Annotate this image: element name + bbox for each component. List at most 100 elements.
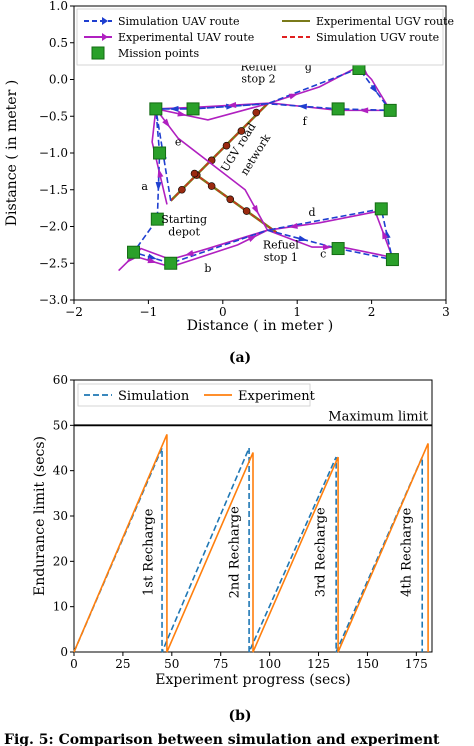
annotation-label: c [320, 247, 326, 260]
y-tick-label-a: −2.5 [39, 256, 68, 270]
x-tick-label-b: 125 [307, 657, 330, 671]
plot-b-ylabel: Endurance limit (secs) [32, 436, 48, 596]
mission-point [383, 103, 397, 117]
x-tick-label-a: 3 [442, 305, 450, 319]
experimental-uav-arrow [157, 168, 164, 178]
mission-point [374, 202, 388, 216]
annotation-label: depot [168, 225, 200, 238]
legend-a-label: Mission points [118, 47, 199, 60]
y-tick-label-b: 50 [53, 418, 68, 432]
mission-point [385, 253, 399, 267]
ugv-node [237, 127, 246, 135]
y-tick-label-b: 60 [53, 373, 68, 387]
y-tick-label-a: −3.0 [39, 293, 68, 307]
legend-a-arrow [102, 17, 108, 25]
experimental-uav-arrow [288, 93, 299, 100]
maximum-limit-label: Maximum limit [328, 409, 429, 424]
legend-a-swatch [91, 46, 105, 60]
mission-point [331, 102, 345, 116]
recharge-labels: 1st Recharge 2nd Recharge 3rd Recharge 4th … [141, 506, 414, 599]
annotation-label: Starting [161, 213, 207, 226]
mission-point [164, 256, 178, 270]
x-tick-label-b: 75 [213, 657, 228, 671]
legend-b-label: Experiment [238, 389, 316, 404]
panel-a-trajectory-plot: −2 −1 0 1 2 3 −3.0 −2.5 −2.0 −1.5 −1.0 −0.5 0.0 0.5 1.… [4, 0, 454, 334]
panel-a-label: (a) [229, 350, 251, 366]
y-tick-label-b: 10 [53, 600, 68, 614]
x-tick-label-b: 0 [70, 657, 78, 671]
endurance-series-layer: Maximum limit [73, 409, 432, 653]
experimental-uav-arrow [359, 107, 369, 114]
legend-a-arrow [102, 33, 108, 41]
simulation-uav-arrow [298, 235, 308, 242]
experimental-uav-arrow [227, 102, 237, 108]
ugv-node [242, 207, 251, 215]
x-tick-label-a: 2 [368, 305, 376, 319]
experimental-uav-arrow [322, 244, 332, 251]
legend-a-box [76, 8, 444, 66]
plot-a-xlabel: Distance ( in meter ) [187, 318, 333, 334]
experimental-uav-arrow [288, 222, 298, 229]
y-tick-label-b: 30 [53, 509, 68, 523]
simulation-uav-arrow [297, 103, 307, 110]
y-tick-label-a: 0.0 [49, 73, 68, 87]
figure-caption: Fig. 5: Comparison between simulation an… [4, 732, 440, 746]
simulation-uav-arrow [169, 105, 179, 112]
legend-a-label: Experimental UGV route [316, 15, 454, 28]
annotation-label: Refuel [263, 239, 299, 252]
legend-b-box [77, 383, 311, 407]
panel-b-endurance-plot: 0 25 50 75 100 125 150 175 0 10 20 30 40 50 60 Maximum… [32, 373, 433, 688]
recharge-label: 1st Recharge [141, 508, 156, 596]
plot-a-ylabel: Distance ( in meter ) [4, 80, 20, 226]
mission-point [150, 212, 164, 226]
legend-a-label: Simulation UAV route [118, 15, 239, 28]
ugv-node [190, 169, 199, 178]
simulation-uav-arrow [155, 181, 162, 192]
annotation-label: a [141, 180, 148, 193]
annotation-label: e [175, 136, 182, 149]
ugv-node [178, 185, 186, 194]
plot-a-ticks: −2 −1 0 1 2 3 −3.0 −2.5 −2.0 −1.5 −1.0 −0.5 0.0 0.5 1.… [39, 0, 450, 319]
x-tick-label-a: −1 [140, 305, 158, 319]
legend-b-label: Simulation [118, 389, 190, 404]
experimental-uav-arrow [177, 110, 187, 117]
recharge-label: 3rd Recharge [313, 507, 328, 597]
experimental-uav-arrow [147, 257, 157, 264]
simulation-uav-arrow [369, 84, 378, 94]
x-tick-label-b: 100 [258, 657, 281, 671]
x-tick-label-b: 50 [164, 657, 179, 671]
ugv-node [252, 108, 261, 117]
mission-point [186, 102, 200, 116]
ugv-road-simulation [170, 103, 268, 202]
plot-b-xlabel: Experiment progress (secs) [155, 672, 350, 688]
plot-b-ticks: 0 25 50 75 100 125 150 175 0 10 20 30 40 50 60 [53, 373, 428, 671]
y-tick-label-a: −2.0 [39, 220, 68, 234]
x-tick-label-b: 150 [356, 657, 379, 671]
y-tick-label-a: 1.0 [49, 0, 68, 13]
x-tick-label-b: 25 [115, 657, 130, 671]
x-tick-label-a: 0 [219, 305, 227, 319]
legend-a-label: Simulation UGV route [316, 31, 439, 44]
experimental-uav-arrow [382, 229, 389, 240]
ugv-road-simulation-2 [194, 173, 277, 233]
y-tick-label-b: 40 [53, 464, 68, 478]
mission-point [153, 146, 167, 160]
x-tick-label-a: 1 [293, 305, 301, 319]
mission-point [149, 102, 163, 116]
ugv-node [207, 182, 216, 190]
experimental-uav-arrow [162, 118, 171, 128]
experimental-uav-arrow [251, 205, 259, 215]
plot-b-legend: Simulation Experiment [77, 383, 316, 407]
panel-b-label: (b) [228, 708, 251, 724]
y-tick-label-a: 0.5 [49, 36, 68, 50]
series-exp_endurance [73, 434, 429, 653]
annotation-label: g [305, 61, 312, 74]
ugv-road-network [169, 102, 278, 234]
annotation-label: stop 1 [264, 251, 298, 264]
legend-a-label: Experimental UAV route [118, 31, 254, 44]
recharge-label: 4th Recharge [399, 507, 414, 596]
annotation-label: b [204, 262, 211, 275]
y-tick-label-a: −1.5 [39, 183, 68, 197]
mission-points-layer [127, 61, 399, 270]
